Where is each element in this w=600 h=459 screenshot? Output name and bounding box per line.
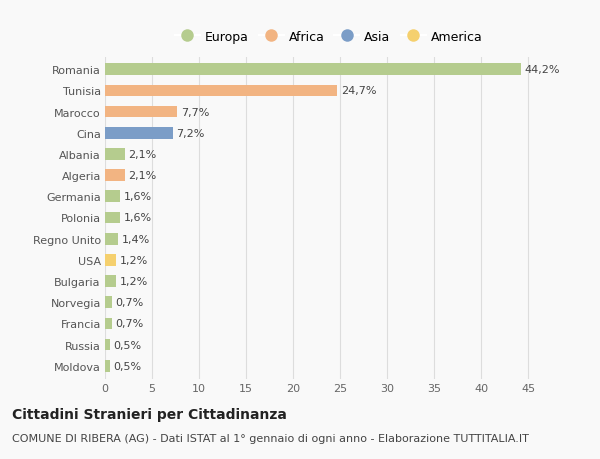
Text: 7,2%: 7,2% (176, 129, 205, 139)
Text: 1,2%: 1,2% (120, 276, 148, 286)
Text: 2,1%: 2,1% (128, 150, 157, 160)
Text: 0,7%: 0,7% (115, 319, 143, 329)
Text: COMUNE DI RIBERA (AG) - Dati ISTAT al 1° gennaio di ogni anno - Elaborazione TUT: COMUNE DI RIBERA (AG) - Dati ISTAT al 1°… (12, 433, 529, 442)
Bar (105, 170, 125, 182)
Text: 24,7%: 24,7% (341, 86, 377, 96)
Bar (105, 318, 112, 330)
Text: 1,2%: 1,2% (120, 255, 148, 265)
Bar (105, 297, 112, 308)
Bar (105, 128, 173, 139)
Text: 1,6%: 1,6% (124, 213, 152, 223)
Bar (105, 275, 116, 287)
Text: 0,5%: 0,5% (113, 340, 142, 350)
Text: 2,1%: 2,1% (128, 171, 157, 181)
Bar (105, 360, 110, 372)
Text: 0,5%: 0,5% (113, 361, 142, 371)
Bar (105, 85, 337, 97)
Bar (105, 64, 521, 76)
Bar (105, 149, 125, 161)
Bar (105, 191, 120, 203)
Text: 1,4%: 1,4% (122, 234, 150, 244)
Bar (105, 212, 120, 224)
Text: 0,7%: 0,7% (115, 297, 143, 308)
Bar (105, 254, 116, 266)
Legend: Europa, Africa, Asia, America: Europa, Africa, Asia, America (172, 28, 485, 46)
Text: Cittadini Stranieri per Cittadinanza: Cittadini Stranieri per Cittadinanza (12, 407, 287, 421)
Text: 7,7%: 7,7% (181, 107, 209, 118)
Text: 1,6%: 1,6% (124, 192, 152, 202)
Bar (105, 339, 110, 351)
Bar (105, 106, 178, 118)
Bar (105, 233, 118, 245)
Text: 44,2%: 44,2% (525, 65, 560, 75)
